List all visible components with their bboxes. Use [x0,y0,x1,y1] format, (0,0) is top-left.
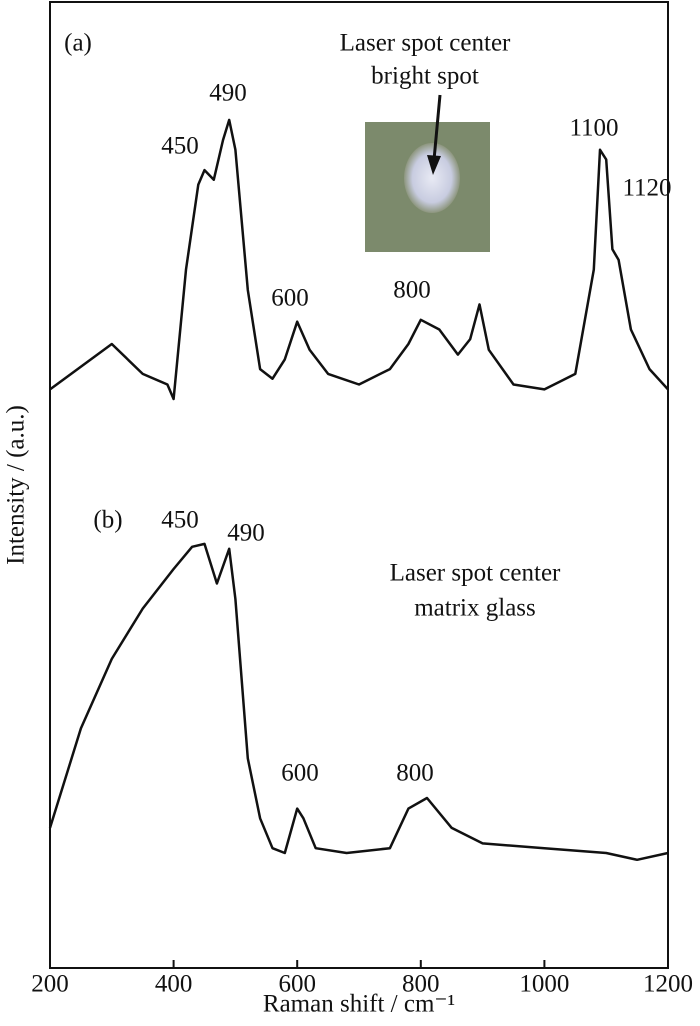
annotation: (b) [93,507,122,534]
x-axis-label: Raman shift / cm⁻¹ [263,991,455,1018]
annotation: 600 [281,760,319,787]
arrow-head [427,155,441,175]
annotation: Laser spot center [390,560,561,587]
annotation: 450 [161,507,199,534]
annotation: 800 [393,277,431,304]
annotation: 450 [161,133,199,160]
annotation: 800 [396,760,434,787]
x-tick-label: 1200 [643,971,693,998]
x-tick-label: 800 [402,971,440,998]
annotation: 600 [271,285,309,312]
bright-spot [404,143,460,213]
plot-frame [49,1,669,969]
x-tick-label: 1000 [519,971,569,998]
annotation: bright spot [371,63,479,90]
x-tick-label: 400 [155,971,193,998]
spectrum-line [48,542,669,862]
annotation: 490 [227,520,265,547]
y-axis-label: Intensity / (a.u.) [3,405,30,565]
x-tick-label: 600 [278,971,316,998]
annotation: 1100 [569,115,618,142]
annotation: matrix glass [414,595,536,622]
arrow [432,94,442,161]
annotation: Laser spot center [340,30,511,57]
x-tick-label: 200 [31,971,69,998]
annotation: 490 [209,80,247,107]
annotation: 1120 [622,175,671,202]
spectrum-line [49,118,669,401]
annotation: (a) [64,30,92,57]
